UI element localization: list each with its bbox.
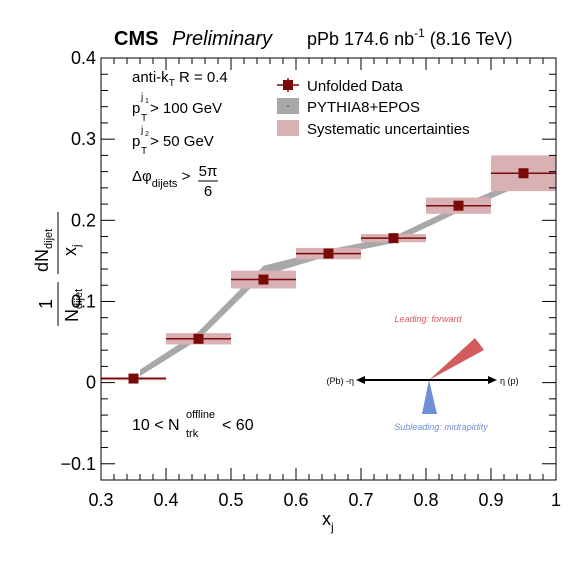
mult-pre: 10 < N <box>132 417 180 434</box>
x-tick-label: 0.6 <box>283 490 308 510</box>
pt1-base: p <box>132 100 140 117</box>
y-title-frac-num: 1 <box>36 299 56 309</box>
pt1-sub: T <box>141 113 147 124</box>
eta-axis-left-arrow <box>356 376 365 384</box>
y-tick-label: 0 <box>86 373 96 393</box>
pt1-sup: j <box>140 92 143 103</box>
lumi-pre: pPb 174.6 nb <box>307 29 414 49</box>
pt2-base: p <box>132 133 140 150</box>
eta-axis-right-arrow <box>488 376 497 384</box>
pt2-sub: T <box>141 146 147 157</box>
mult-post: < 60 <box>222 417 254 434</box>
y-tick-label: 0.4 <box>71 48 96 68</box>
x-tick-label: 1 <box>551 490 561 510</box>
x-tick-label: 0.4 <box>153 490 178 510</box>
y-tick-label: −0.1 <box>60 454 96 474</box>
data-points-layer <box>101 168 556 384</box>
lumi-post: (8.16 TeV) <box>425 29 513 49</box>
eta-right-label: η (p) <box>500 376 519 386</box>
dphi-sub: dijets <box>152 178 178 190</box>
algo-label: anti-kT R = 0.4 <box>132 69 228 89</box>
dphi-numerator: 5π <box>199 163 218 180</box>
legend: Unfolded Data PYTHIA8+EPOS Systematic un… <box>277 78 470 138</box>
experiment-label: CMS <box>114 28 158 50</box>
x-axis-title-sub: j <box>330 520 334 534</box>
lumi-exponent: -1 <box>414 26 425 40</box>
dphi-base: Δφ <box>132 168 152 185</box>
dphi-label: Δφdijets > <box>132 168 191 190</box>
y-title-dx-sub: j <box>71 245 83 248</box>
data-point <box>388 233 399 244</box>
subleading-jet-cone <box>422 380 437 414</box>
leading-jet-cone <box>429 338 484 380</box>
data-point <box>128 373 139 384</box>
x-tick-label: 0.8 <box>413 490 438 510</box>
y-title-dn-sub: dijet <box>43 229 55 249</box>
y-title-dn-base: dN <box>32 249 52 272</box>
pt1-cut: > 100 GeV <box>150 100 222 117</box>
x-tick-label: 0.5 <box>218 490 243 510</box>
y-title-frac-den: Ndijet <box>62 289 85 322</box>
y-tick-label: 0.3 <box>71 129 96 149</box>
dphi-denominator: 6 <box>204 183 212 200</box>
y-title-dx: xj <box>60 245 83 256</box>
legend-syst-swatch <box>277 120 299 136</box>
y-tick-label: 0.1 <box>71 291 96 311</box>
x-tick-label: 0.7 <box>348 490 373 510</box>
data-point <box>323 248 334 259</box>
y-tick-label: 0.2 <box>71 210 96 230</box>
status-label: Preliminary <box>172 28 273 50</box>
mult-sup: offline <box>186 409 215 421</box>
algo-post: R = 0.4 <box>175 69 228 86</box>
data-point <box>193 333 204 344</box>
y-axis-title: 1 Ndijet dNdijet xj <box>32 212 85 326</box>
data-point <box>518 168 529 179</box>
eta-left-label: (Pb) -η <box>326 376 354 386</box>
y-title-dx-base: x <box>60 247 80 256</box>
pt2-sup: j <box>140 125 143 136</box>
data-point <box>258 274 269 285</box>
algo-sub: T <box>169 78 175 89</box>
y-title-dn: dNdijet <box>32 229 55 272</box>
y-title-n-base: N <box>62 309 82 322</box>
x-tick-label: 0.9 <box>478 490 503 510</box>
multiplicity-label: 10 < N <box>132 417 180 434</box>
legend-data-label: Unfolded Data <box>307 78 404 95</box>
mult-sub: trk <box>186 428 199 440</box>
x-axis-ticks: 0.3 0.4 0.5 0.6 0.7 0.8 0.9 1 <box>88 58 561 510</box>
dphi-gt: > <box>177 168 190 185</box>
pt2-cut: > 50 GeV <box>150 133 214 150</box>
legend-syst-label: Systematic uncertainties <box>307 121 470 138</box>
y-title-n-sub: dijet <box>73 289 85 309</box>
algo-pre: anti-k <box>132 69 169 86</box>
data-point <box>453 200 464 211</box>
pt2-supsub: 2 <box>145 131 149 138</box>
pt1-supsub: 1 <box>145 98 149 105</box>
rapidity-diagram: Leading: forward (Pb) -η η (p) Subleadin… <box>326 314 518 432</box>
leading-forward-label: Leading: forward <box>394 314 462 324</box>
subleading-midrapidity-label: Subleading: midrapidity <box>394 422 488 432</box>
luminosity-label: pPb 174.6 nb-1 (8.16 TeV) <box>307 26 513 49</box>
x-axis-title: xj <box>322 509 334 534</box>
x-axis-title-base: x <box>322 509 331 529</box>
legend-mc-label: PYTHIA8+EPOS <box>307 99 420 116</box>
x-tick-label: 0.3 <box>88 490 113 510</box>
legend-mc-dot <box>287 105 289 107</box>
y-axis-ticks: −0.1 0 0.1 0.2 0.3 0.4 <box>60 48 556 481</box>
